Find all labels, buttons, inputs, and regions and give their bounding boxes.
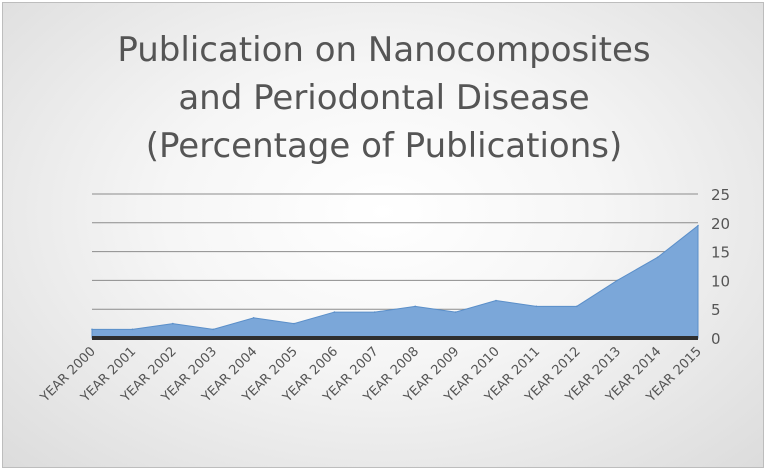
y-tick-label: 15 bbox=[711, 244, 730, 262]
data-point bbox=[212, 328, 214, 331]
data-point bbox=[131, 328, 134, 331]
data-point bbox=[333, 311, 336, 313]
chart-title: Publication on Nanocomposites and Period… bbox=[0, 26, 768, 170]
chart-frame bbox=[2, 2, 764, 468]
series-area bbox=[91, 224, 699, 340]
data-point bbox=[697, 224, 699, 227]
y-tick-label: 5 bbox=[711, 301, 721, 319]
y-tick-label: 25 bbox=[711, 186, 730, 204]
data-point bbox=[616, 279, 618, 282]
y-tick-label: 20 bbox=[711, 215, 730, 233]
chart-title-line-1: Publication on Nanocomposites bbox=[117, 30, 651, 70]
data-point bbox=[656, 256, 659, 259]
y-tick-label: 10 bbox=[711, 272, 730, 290]
data-point bbox=[495, 299, 497, 302]
data-point bbox=[252, 317, 255, 319]
y-tick-label: 0 bbox=[711, 330, 721, 348]
data-point bbox=[293, 322, 295, 325]
data-point bbox=[454, 311, 457, 313]
series-area-fill bbox=[91, 224, 699, 339]
data-point bbox=[172, 322, 174, 325]
data-point bbox=[576, 305, 578, 308]
y-axis-ticks: 0 5 10 15 20 25 bbox=[711, 186, 730, 348]
data-point bbox=[374, 311, 376, 313]
data-point bbox=[91, 328, 93, 331]
chart-title-line-2: and Periodontal Disease bbox=[178, 78, 590, 118]
data-point bbox=[535, 305, 538, 308]
data-point bbox=[414, 305, 417, 308]
chart-title-line-3: (Percentage of Publications) bbox=[145, 126, 623, 166]
